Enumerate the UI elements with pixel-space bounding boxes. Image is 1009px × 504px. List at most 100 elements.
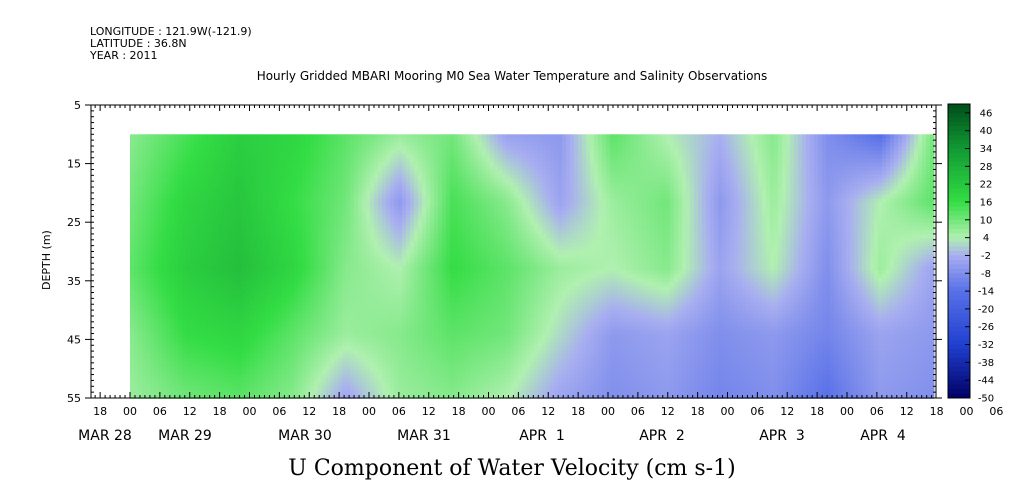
- heatmap-cell: [570, 158, 575, 163]
- heatmap-cell: [766, 230, 771, 235]
- heatmap-cell: [786, 206, 791, 211]
- heatmap-cell: [450, 138, 455, 143]
- heatmap-cell: [654, 190, 659, 195]
- heatmap-cell: [878, 226, 883, 231]
- heatmap-cell: [822, 210, 827, 215]
- heatmap-cell: [314, 174, 319, 179]
- heatmap-cell: [462, 134, 467, 139]
- heatmap-cell: [202, 142, 207, 147]
- heatmap-cell: [338, 182, 343, 187]
- heatmap-cell: [854, 178, 859, 183]
- heatmap-cell: [662, 202, 667, 207]
- heatmap-cell: [674, 190, 679, 195]
- heatmap-cell: [582, 194, 587, 199]
- heatmap-cell: [214, 154, 219, 159]
- heatmap-cell: [682, 162, 687, 167]
- heatmap-cell: [574, 134, 579, 139]
- heatmap-cell: [566, 194, 571, 199]
- heatmap-cell: [226, 150, 231, 155]
- heatmap-cell: [354, 170, 359, 175]
- heatmap-cell: [678, 230, 683, 235]
- heatmap-cell: [858, 194, 863, 199]
- heatmap-cell: [478, 138, 483, 143]
- heatmap-cell: [158, 162, 163, 167]
- heatmap-cell: [194, 146, 199, 151]
- heatmap-cell: [134, 142, 139, 147]
- heatmap-cell: [790, 226, 795, 231]
- heatmap-cell: [750, 202, 755, 207]
- heatmap-cell: [778, 214, 783, 219]
- heatmap-cell: [350, 222, 355, 227]
- heatmap-cell: [210, 186, 215, 191]
- heatmap-cell: [242, 210, 247, 215]
- heatmap-cell: [606, 194, 611, 199]
- heatmap-cell: [178, 182, 183, 187]
- heatmap-cell: [174, 182, 179, 187]
- heatmap-cell: [886, 226, 891, 231]
- heatmap-cell: [286, 198, 291, 203]
- heatmap-cell: [802, 178, 807, 183]
- heatmap-cell: [630, 186, 635, 191]
- heatmap-cell: [846, 210, 851, 215]
- heatmap-cell: [930, 178, 935, 183]
- heatmap-cell: [326, 178, 331, 183]
- heatmap-cell: [822, 198, 827, 203]
- heatmap-cell: [270, 146, 275, 151]
- heatmap-cell: [174, 174, 179, 179]
- heatmap-cell: [874, 190, 879, 195]
- heatmap-cell: [638, 134, 643, 139]
- heatmap-cell: [470, 222, 475, 227]
- heatmap-cell: [234, 142, 239, 147]
- heatmap-cell: [554, 146, 559, 151]
- heatmap-cell: [854, 218, 859, 223]
- heatmap-cell: [666, 186, 671, 191]
- heatmap-cell: [478, 214, 483, 219]
- heatmap-cell: [310, 162, 315, 167]
- heatmap-cell: [470, 158, 475, 163]
- heatmap-cell: [686, 158, 691, 163]
- heatmap-cell: [914, 210, 919, 215]
- heatmap-cell: [262, 214, 267, 219]
- heatmap-cell: [186, 214, 191, 219]
- heatmap-cell: [402, 174, 407, 179]
- heatmap-cell: [834, 190, 839, 195]
- heatmap-cell: [746, 134, 751, 139]
- heatmap-cell: [734, 138, 739, 143]
- heatmap-cell: [862, 214, 867, 219]
- heatmap-cell: [754, 214, 759, 219]
- heatmap-cell: [866, 150, 871, 155]
- heatmap-cell: [866, 194, 871, 199]
- heatmap-cell: [494, 218, 499, 223]
- heatmap-cell: [134, 154, 139, 159]
- heatmap-cell: [698, 190, 703, 195]
- heatmap-cell: [926, 150, 931, 155]
- heatmap-cell: [894, 150, 899, 155]
- heatmap-cell: [842, 178, 847, 183]
- heatmap-cell: [514, 158, 519, 163]
- heatmap-cell: [610, 190, 615, 195]
- heatmap-cell: [754, 174, 759, 179]
- heatmap-cell: [534, 210, 539, 215]
- heatmap-cell: [238, 134, 243, 139]
- heatmap-cell: [582, 134, 587, 139]
- heatmap-cell: [714, 146, 719, 151]
- heatmap-cell: [862, 226, 867, 231]
- heatmap-cell: [514, 218, 519, 223]
- heatmap-cell: [518, 134, 523, 139]
- heatmap-cell: [170, 222, 175, 227]
- heatmap-cell: [790, 186, 795, 191]
- heatmap-cell: [274, 142, 279, 147]
- heatmap-cell: [774, 174, 779, 179]
- heatmap-cell: [626, 150, 631, 155]
- heatmap-cell: [846, 146, 851, 151]
- heatmap-cell: [410, 174, 415, 179]
- heatmap-cell: [870, 182, 875, 187]
- heatmap-cell: [906, 210, 911, 215]
- heatmap-cell: [622, 166, 627, 171]
- heatmap-cell: [706, 206, 711, 211]
- heatmap-cell: [574, 166, 579, 171]
- heatmap-cell: [786, 170, 791, 175]
- heatmap-cell: [170, 226, 175, 231]
- heatmap-cell: [406, 202, 411, 207]
- heatmap-cell: [706, 142, 711, 147]
